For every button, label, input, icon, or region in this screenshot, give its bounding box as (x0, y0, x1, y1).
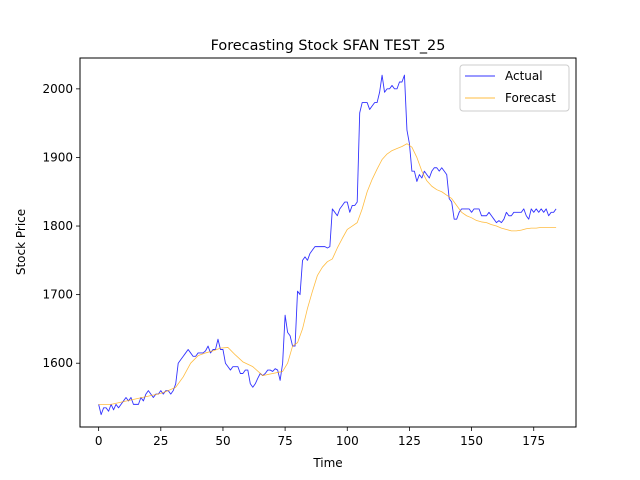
y-axis-label: Stock Price (14, 209, 28, 275)
x-tick-label: 125 (398, 434, 421, 448)
y-tick-label: 1600 (42, 356, 73, 370)
y-tick-label: 2000 (42, 82, 73, 96)
y-tick-label: 1800 (42, 219, 73, 233)
legend-actual-label: Actual (505, 69, 543, 83)
y-axis: 1600 1700 1800 1900 2000 (42, 82, 80, 370)
x-axis: 0 25 50 75 100 125 150 175 (95, 427, 545, 448)
plot-series-group (98, 74, 557, 416)
x-axis-label: Time (312, 456, 342, 470)
x-tick-label: 175 (522, 434, 545, 448)
chart-title: Forecasting Stock SFAN TEST_25 (211, 38, 446, 54)
x-tick-label: 75 (277, 434, 292, 448)
x-tick-label: 25 (153, 434, 168, 448)
x-tick-label: 100 (336, 434, 359, 448)
series-line-actual (98, 74, 557, 416)
series-line-forecast (98, 143, 557, 405)
x-tick-label: 0 (95, 434, 103, 448)
y-tick-label: 1700 (42, 288, 73, 302)
legend: Actual Forecast (459, 64, 570, 112)
legend-forecast-label: Forecast (505, 91, 556, 105)
x-tick-label: 50 (215, 434, 230, 448)
plot-frame (79, 57, 577, 428)
x-tick-label: 150 (460, 434, 483, 448)
y-tick-label: 1900 (42, 150, 73, 164)
